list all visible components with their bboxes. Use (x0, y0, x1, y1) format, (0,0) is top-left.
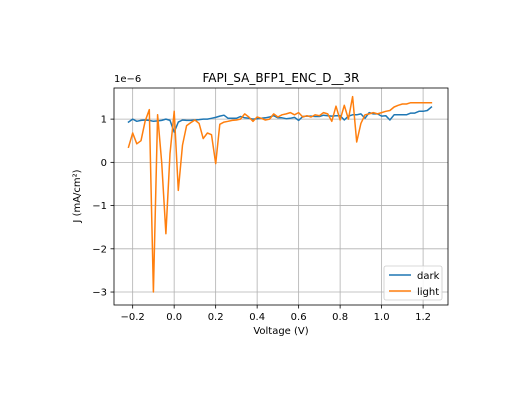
legend: dark light (383, 265, 443, 301)
y-axis-label: J (mA/cm²) (72, 169, 83, 223)
plot-frame (113, 87, 449, 306)
chart-title: FAPI_SA_BFP1_ENC_D__3R (203, 71, 360, 85)
x-axis-ticks: −0.2 0.0 0.2 0.4 0.6 0.8 1.0 1.2 (121, 305, 431, 323)
x-tick-label: 0.6 (291, 312, 307, 323)
series-line-light (127, 95, 433, 293)
x-axis-label: Voltage (V) (253, 326, 308, 337)
x-tick-label: −0.2 (121, 312, 145, 323)
x-tick-label: 1.0 (374, 312, 390, 323)
x-tick-label: 0.4 (249, 312, 265, 323)
legend-label-dark: dark (417, 271, 440, 282)
y-tick-label: −1 (92, 201, 107, 212)
y-multiplier: 1e−6 (114, 74, 141, 85)
x-tick-label: 0.2 (208, 312, 224, 323)
y-tick-label: 1 (101, 115, 107, 126)
x-tick-label: 0.0 (166, 312, 182, 323)
series-line-dark (127, 105, 433, 133)
series-layer (127, 95, 433, 293)
y-axis-ticks: −3 −2 −1 0 1 (92, 115, 114, 299)
y-tick-label: −2 (92, 244, 107, 255)
y-tick-label: −3 (92, 288, 107, 299)
x-tick-label: 1.2 (415, 312, 431, 323)
x-tick-label: 0.8 (332, 312, 348, 323)
grid-lines (114, 88, 448, 305)
y-tick-label: 0 (101, 158, 107, 169)
legend-label-light: light (417, 287, 439, 298)
